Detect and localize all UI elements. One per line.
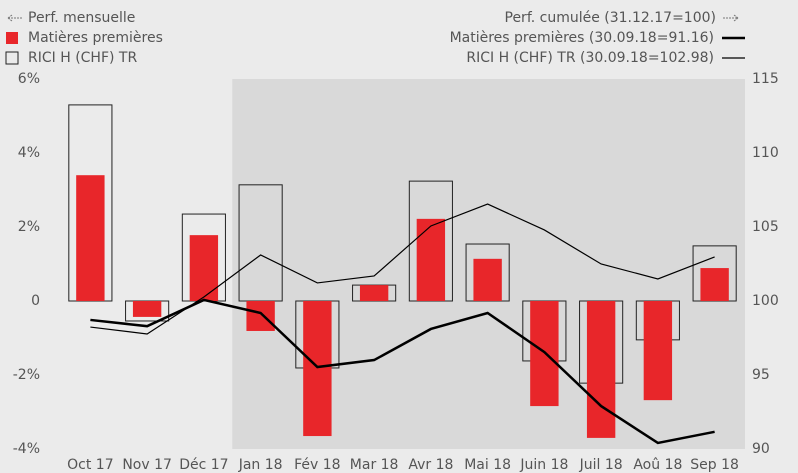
x-tick-label: Mar 18 [350,457,399,473]
x-tick-label: Déc 17 [179,457,228,473]
x-tick-label: Jan 18 [238,457,283,473]
legend-swatch [5,51,19,65]
y-tick-label: 0 [31,293,40,309]
line [90,298,715,445]
x-tick-label: Juin 18 [519,457,568,473]
y-tick-label: -2% [13,367,40,383]
bar [473,258,502,301]
bar [359,285,389,301]
legend-label: Matières premières (30.09.18=91.16) [450,30,714,46]
bar [416,218,446,301]
y2-tick-label: 90 [752,441,770,457]
y2-tick-label: 95 [752,367,770,383]
y2-tick-label: 115 [752,71,779,87]
x-tick-label: Sep 18 [690,457,739,473]
y-tick-label: 6% [18,71,40,87]
y-axis-label: Perf. mensuelle [28,10,135,26]
y2-tick-label: 110 [752,145,779,161]
bar [76,175,105,301]
bar [586,301,616,438]
x-tick-label: Fév 18 [294,457,340,473]
x-tick-label: Juil 18 [579,457,623,473]
bar [643,301,673,401]
legend-swatch [6,32,18,44]
y-tick-label: 2% [18,219,40,235]
x-tick-label: Oct 17 [67,457,113,473]
y2-tick-label: 100 [752,293,779,309]
left-arrow [7,14,22,22]
right-arrow [723,14,739,22]
x-tick-label: Mai 18 [464,457,511,473]
x-tick-label: Aoû 18 [633,457,682,473]
bar [246,301,275,331]
legend-label: Matières premières [28,30,163,46]
bar [700,268,729,301]
y2-tick-label: 105 [752,219,779,235]
legend-label: RICI H (CHF) TR [28,50,137,66]
y-tick-label: -4% [13,441,40,457]
legend-label: RICI H (CHF) TR (30.09.18=102.98) [466,50,714,66]
bar [132,301,162,317]
line [90,203,715,335]
x-tick-label: Avr 18 [408,457,453,473]
bar [303,301,332,437]
x-tick-label: Nov 17 [122,457,172,473]
bar [189,235,219,301]
y-tick-label: 4% [18,145,40,161]
y2-axis-label: Perf. cumulée (31.12.17=100) [505,10,717,26]
